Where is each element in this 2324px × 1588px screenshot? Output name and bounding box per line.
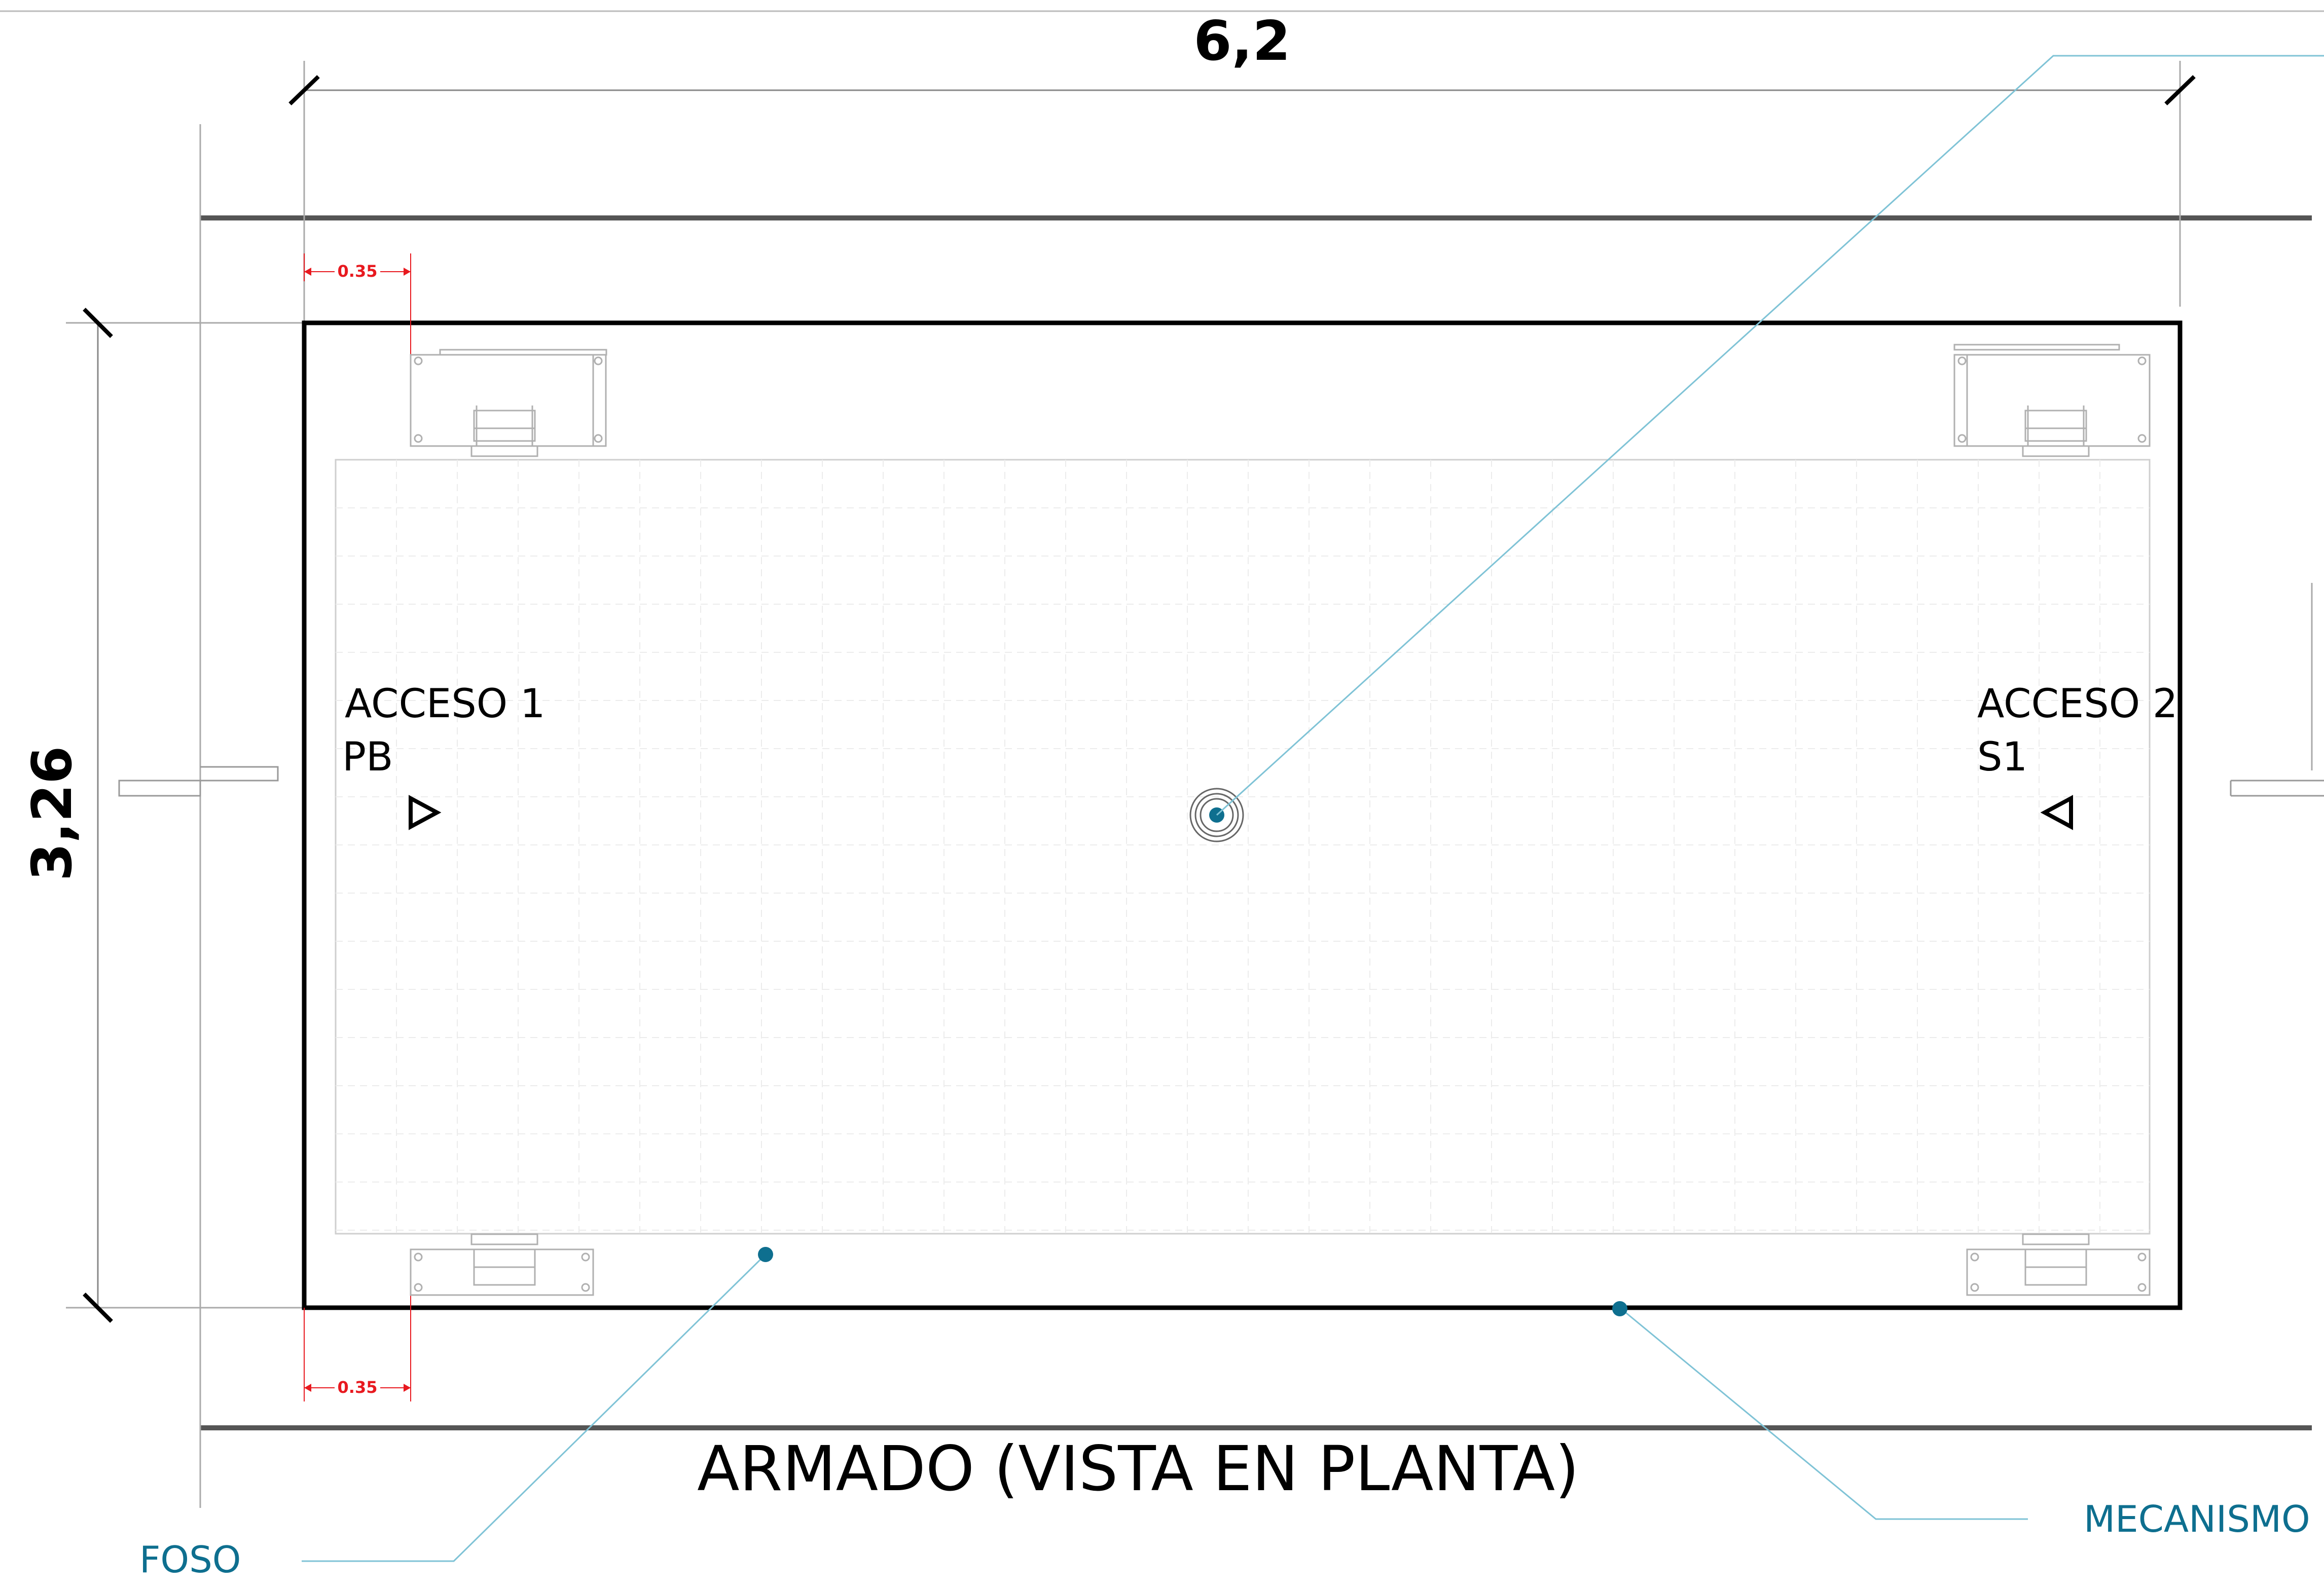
offset-dimension-top: 0.35 — [304, 253, 411, 385]
offset-top-label: 0.35 — [338, 262, 378, 281]
background-grid — [336, 460, 2150, 1234]
triangle-left-icon — [2040, 795, 2073, 830]
dimension-tick-height-bottom — [83, 1292, 113, 1323]
bracket-top-right — [1953, 344, 2151, 457]
callout-mecanismo: MECANISMO — [2084, 1498, 2310, 1540]
leader-line-foso — [302, 1253, 767, 1562]
inner-platform — [335, 459, 2151, 1235]
dimension-tick-width-left — [288, 75, 320, 105]
access-1-label: ACCESO 1 — [345, 681, 546, 727]
mecanismo-leader-dot — [1612, 1301, 1627, 1316]
leader-line-mecanismo — [1619, 1307, 2028, 1520]
access-2-label: ACCESO 2 — [1977, 681, 2178, 727]
bracket-top-left — [410, 349, 607, 457]
wall-opening-left — [118, 766, 279, 797]
foso-leader-dot — [758, 1247, 773, 1262]
triangle-right-icon — [409, 795, 442, 830]
wall-opening-right — [2230, 780, 2324, 797]
access-1-level: PB — [342, 734, 393, 780]
bracket-bottom-left — [410, 1233, 594, 1296]
bracket-bottom-right — [1966, 1233, 2151, 1296]
drawing-title: ARMADO (VISTA EN PLANTA) — [697, 1433, 1579, 1505]
platform-frame — [302, 320, 2183, 1310]
dimension-width-label: 6,2 — [1193, 10, 1290, 73]
leader-line-center — [1216, 55, 2324, 816]
offset-dimension-bottom: 0.35 — [304, 1275, 411, 1401]
access-2-level: S1 — [1977, 734, 2027, 780]
dimension-height-label: 3,26 — [21, 746, 84, 881]
dimension-tick-width-right — [2164, 75, 2196, 105]
callout-foso: FOSO — [139, 1538, 241, 1581]
offset-bottom-label: 0.35 — [338, 1378, 378, 1397]
dimension-tick-height-top — [83, 308, 113, 338]
